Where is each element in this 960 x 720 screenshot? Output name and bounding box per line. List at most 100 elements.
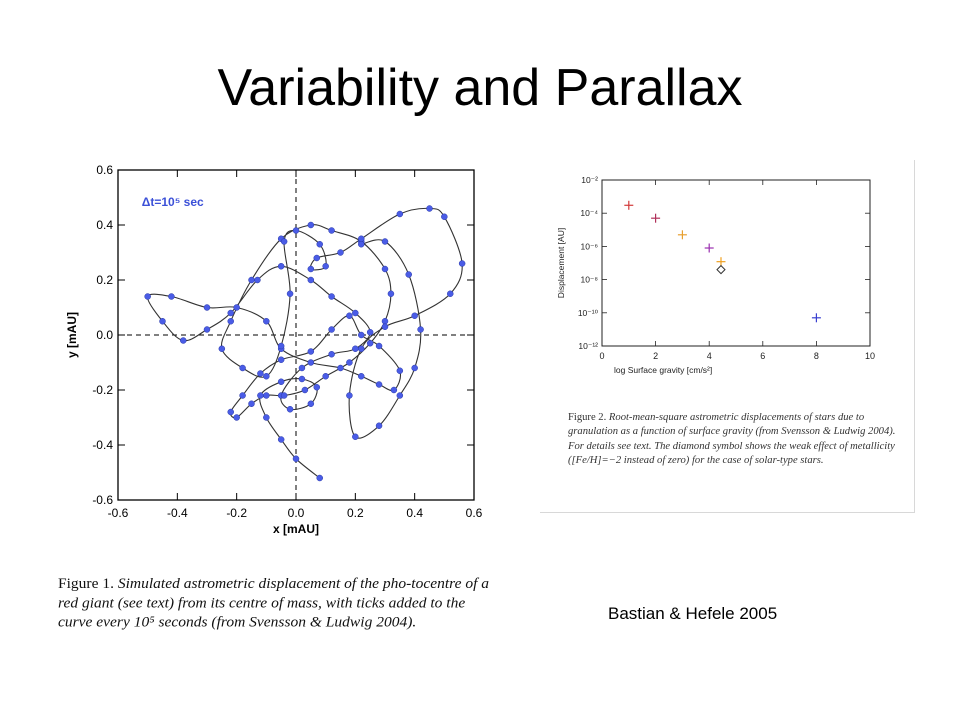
figure1-tick-marker [346,359,353,366]
figure2-ytick-label: 10⁻⁸ [580,275,598,285]
figure1-tick-marker [277,378,285,385]
figure1-tick-marker [358,241,365,248]
figure2-xtick-label: 0 [599,351,604,361]
figure2-ytick-label: 10⁻¹⁰ [578,308,599,318]
figure1-tick-marker [366,329,374,336]
figure1-tick-marker [426,205,433,212]
figure1-annotation: Δt=10⁵ sec [142,195,204,209]
figure1-ytick-label: 0.2 [96,273,113,287]
figure1-tick-marker [307,348,315,355]
figure1-tick-marker [307,276,315,284]
figure1-tick-marker [375,422,383,429]
figure1-tick-marker [411,364,418,372]
figure1-tick-marker [441,213,448,220]
figure2-caption: Figure 2. Root-mean-square astrometric d… [568,411,908,468]
figure1-tick-marker [381,318,389,325]
figure2-diamond-point [716,264,726,275]
figure1-tick-marker [263,318,270,325]
figure1-caption: Figure 1. Simulated astrometric displace… [58,574,498,661]
figure1-tick-marker [263,392,270,399]
figure2-plus-point [716,257,726,267]
figure1-tick-marker [227,309,234,317]
figure1-tick-marker [307,221,315,229]
figure1-xtick-label: 0.0 [288,506,305,520]
figure1-tick-marker [292,227,300,234]
figure1-tick-marker [277,356,285,363]
figure1-tick-marker [233,414,240,421]
figure1-caption-label: Figure 1. [58,575,114,592]
figure2-ytick-label: 10⁻¹² [578,341,598,351]
figure1-tick-marker [316,474,323,482]
figure1-tick-marker [286,406,294,413]
figure2-plus-point [677,230,687,240]
figure1-tick-marker [375,342,383,350]
figure1-tick-marker [227,318,234,325]
figure1-tick-marker [328,326,335,333]
figure1-tick-marker [227,408,234,416]
figure2-ytick-label: 10⁻² [581,175,598,185]
figure1-ytick-label: 0.4 [96,218,113,232]
figure1-tick-marker [301,386,309,394]
figure1-caption-text: Simulated astrometric displacement of th… [58,575,490,631]
figure1-tick-marker [277,263,285,270]
figure1-tick-marker [352,345,359,352]
figure1-xtick-label: 0.6 [466,506,483,520]
figure2-xtick-label: 4 [707,351,712,361]
figure1-tick-marker [313,254,321,262]
figure1-xtick-label: 0.4 [406,506,423,520]
figure1-tick-marker [168,293,175,300]
figure2-caption-text: Root-mean-square astrometric displacemen… [568,412,896,466]
figure1-tick-marker [396,392,404,399]
figure2-plot: 0 2 4 6 8 10 10⁻² 10⁻⁴ 10⁻⁶ 10⁻⁸ 10⁻¹⁰ 10⁻¹² log Sur… [540,160,914,400]
figure1-tick-marker [396,367,404,374]
figure2-panel: 0 2 4 6 8 10 10⁻² 10⁻⁴ 10⁻⁶ 10⁻⁸ 10⁻¹⁰ 10⁻¹² log Sur… [540,160,915,513]
figure1-tick-marker [387,290,395,297]
figure1-tick-marker [358,345,365,352]
figure1-tick-marker [328,227,335,234]
figure1-tick-marker [322,373,329,380]
figure1-tick-marker [203,304,211,311]
figure1-tick-marker [286,290,294,297]
figure1-tick-marker [180,337,187,344]
figure1-tick-marker [263,373,270,380]
figure2-ytick-label: 10⁻⁶ [581,241,598,251]
figure1-tick-marker [411,312,418,319]
figure1-tick-marker [203,326,211,333]
figure1-tick-marker [366,340,374,347]
figure1-tick-marker [254,276,261,284]
figure1-tick-marker [307,359,315,366]
figure1-tick-marker [292,455,300,462]
figure1-tick-marker [352,433,359,440]
figure1-tick-marker [358,373,365,380]
figure1-tick-marker [346,392,353,399]
figure1-tick-marker [239,364,246,372]
figure1-tick-marker [257,392,264,399]
figure1-tick-marker [248,276,255,284]
figure1-tick-marker [280,392,288,399]
figure1-tick-marker [263,414,270,421]
figure1-tick-marker [233,304,240,311]
figure1-tick-marker [358,235,365,242]
figure1-tick-marker [239,392,246,399]
figure2-plus-point [811,313,821,323]
figure2-xlabel: log Surface gravity [cm/s²] [614,365,712,375]
figure2-xtick-label: 8 [814,351,819,361]
source-credit: Bastian & Hefele 2005 [608,604,778,623]
figure1-tick-marker [405,271,412,278]
figure1-tick-marker [313,384,321,391]
figure2-xtick-label: 2 [653,351,658,361]
figure1-tick-marker [257,370,264,377]
figure2-caption-label: Figure 2. [568,412,607,423]
figure1-ytick-label: 0.0 [96,328,113,342]
figure1-tick-marker [277,342,285,350]
figure1-xtick-label: -0.6 [108,506,129,520]
figure1-xtick-label: -0.2 [226,506,247,520]
figure1-tick-marker [328,293,335,300]
figure1-ytick-label: -0.2 [92,383,113,397]
figure2-ylabel: Displacement [AU] [556,228,566,298]
figure1-tick-marker [337,249,344,256]
figure1-ytick-label: -0.4 [92,438,113,452]
figure2-plus-point [704,243,714,253]
figure1-tick-marker [337,364,344,372]
figure1-tick-marker [352,309,359,317]
